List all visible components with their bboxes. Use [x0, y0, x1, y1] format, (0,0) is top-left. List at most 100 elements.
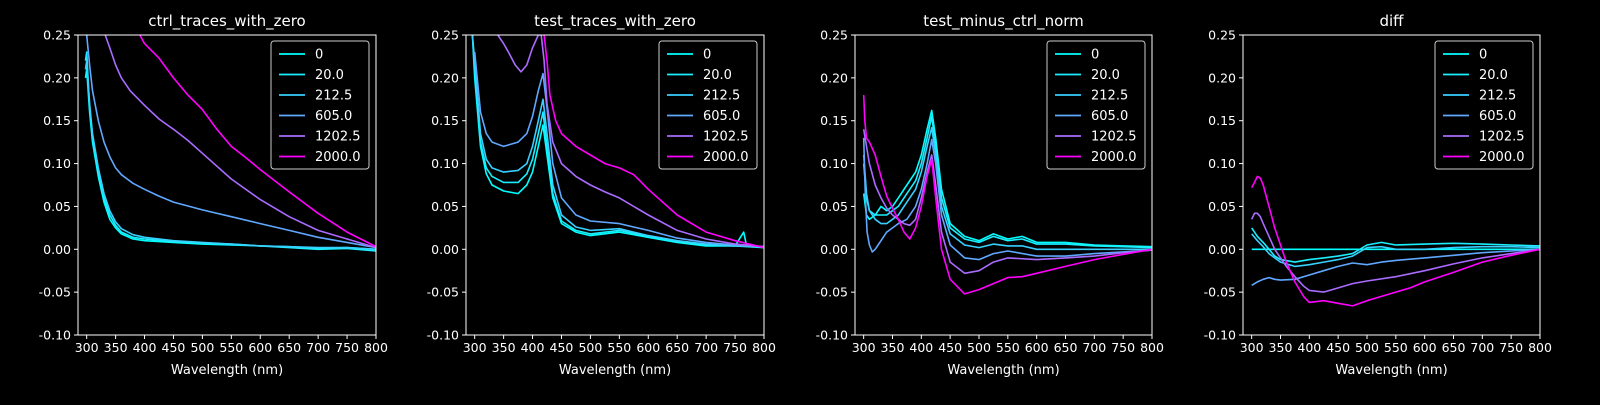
x-tick-label: 600 — [636, 340, 660, 355]
axes-frame — [854, 34, 1153, 336]
chart-title: test_minus_ctrl_norm — [923, 12, 1084, 31]
y-tick-label: -0.05 — [39, 285, 71, 300]
x-tick-label: 450 — [162, 340, 186, 355]
y-tick-label: 0.25 — [431, 28, 459, 43]
series-line-1202.5 — [497, 35, 764, 248]
series-line-212.5 — [84, 59, 376, 251]
x-tick-label: 800 — [1528, 340, 1552, 355]
x-tick-label: 500 — [1355, 340, 1379, 355]
y-tick-label: -0.10 — [816, 328, 848, 343]
y-tick-label: 0.15 — [43, 113, 71, 128]
legend-label: 605.0 — [1091, 109, 1128, 124]
legend-label: 1202.5 — [315, 130, 361, 145]
x-tick-label: 400 — [521, 340, 545, 355]
legend-box — [1434, 40, 1534, 170]
legend-box — [1046, 40, 1146, 170]
x-tick-label: 450 — [550, 340, 574, 355]
x-tick-label: 700 — [1470, 340, 1494, 355]
legend-label: 212.5 — [1091, 89, 1128, 104]
x-axis-label: Wavelength (nm) — [947, 363, 1059, 378]
series-group — [1250, 175, 1540, 307]
series-line-212.5 — [1251, 233, 1540, 268]
legend: 0 20.0 212.5 605.0 1202.5 2000.0 — [1434, 40, 1534, 170]
series-line-605.0 — [85, 35, 376, 249]
series-line-1202.5 — [104, 35, 376, 249]
x-tick-label: 650 — [1442, 340, 1466, 355]
y-tick-label: 0.00 — [820, 242, 848, 257]
series-line-605.0 — [862, 137, 1152, 261]
x-tick-label: 800 — [752, 340, 776, 355]
y-tick-label: 0.00 — [431, 242, 459, 257]
series-group — [862, 94, 1152, 295]
y-tick-label: 0.20 — [431, 70, 459, 85]
legend: 0 20.0 212.5 605.0 1202.5 2000.0 — [1046, 40, 1146, 170]
legend-label: 20.0 — [703, 68, 732, 83]
x-tick-label: 550 — [219, 340, 243, 355]
x-tick-label: 350 — [881, 340, 905, 355]
series-line-2000.0 — [139, 35, 376, 248]
x-axis-label: Wavelength (nm) — [559, 363, 671, 378]
legend-label: 1202.5 — [1091, 130, 1137, 145]
x-tick-label: 300 — [463, 340, 487, 355]
y-tick-label: 0.20 — [820, 70, 848, 85]
x-tick-label: 350 — [104, 340, 128, 355]
legend-label: 2000.0 — [1091, 150, 1137, 165]
legend: 0 20.0 212.5 605.0 1202.5 2000.0 — [270, 40, 370, 170]
chart-panel-2: 300 350 400 450 500 550 600 650 700 750 800 -0.10 -0… — [427, 12, 776, 378]
series-line-212.5 — [471, 35, 764, 248]
x-tick-label: 650 — [1054, 340, 1078, 355]
legend-label: 212.5 — [1479, 89, 1516, 104]
y-tick-label: -0.10 — [427, 328, 459, 343]
legend-label: 2000.0 — [315, 150, 361, 165]
legend-box — [658, 40, 758, 170]
series-line-1202.5 — [862, 129, 1152, 275]
legend-label: 212.5 — [315, 89, 352, 104]
x-tick-label: 700 — [306, 340, 330, 355]
y-tick-label: 0.20 — [43, 70, 71, 85]
y-tick-label: 0.25 — [1208, 28, 1236, 43]
y-tick-label: 0.05 — [1208, 199, 1236, 214]
axes-frame — [465, 34, 765, 336]
y-tick-label: -0.05 — [427, 285, 459, 300]
x-tick-label: 550 — [1384, 340, 1408, 355]
x-tick-label: 550 — [607, 340, 631, 355]
legend-label: 0 — [1091, 48, 1099, 63]
x-tick-label: 650 — [665, 340, 689, 355]
legend-label: 20.0 — [1091, 68, 1120, 83]
x-tick-label: 600 — [248, 340, 272, 355]
x-tick-label: 500 — [578, 340, 602, 355]
x-tick-label: 700 — [1082, 340, 1106, 355]
y-tick-label: 0.00 — [43, 242, 71, 257]
y-tick-label: 0.05 — [431, 199, 459, 214]
series-line-20.0 — [1251, 227, 1540, 263]
x-tick-label: 300 — [852, 340, 876, 355]
axes-frame — [1242, 34, 1541, 336]
x-tick-label: 650 — [277, 340, 301, 355]
y-tick-label: 0.25 — [43, 28, 71, 43]
legend-label: 2000.0 — [703, 150, 749, 165]
y-tick-label: 0.15 — [820, 113, 848, 128]
y-tick-label: 0.25 — [820, 28, 848, 43]
y-tick-label: -0.05 — [816, 285, 848, 300]
chart-title: diff — [1379, 12, 1404, 30]
chart-panel-1: 300 350 400 450 500 550 600 650 700 750 800 -0.10 -0… — [39, 12, 388, 378]
y-tick-label: -0.05 — [1204, 285, 1236, 300]
x-tick-label: 750 — [1111, 340, 1135, 355]
x-tick-label: 450 — [938, 340, 962, 355]
x-tick-label: 450 — [1326, 340, 1350, 355]
y-tick-label: 0.20 — [1208, 70, 1236, 85]
legend-label: 605.0 — [703, 109, 740, 124]
y-tick-label: 0.10 — [43, 156, 71, 171]
legend-label: 1202.5 — [703, 130, 749, 145]
x-tick-label: 400 — [1297, 340, 1321, 355]
x-tick-label: 600 — [1413, 340, 1437, 355]
x-tick-label: 500 — [190, 340, 214, 355]
series-line-1202.5 — [1250, 212, 1540, 293]
y-tick-label: 0.15 — [431, 113, 459, 128]
legend-label: 20.0 — [1479, 68, 1508, 83]
x-tick-label: 350 — [1269, 340, 1293, 355]
legend-label: 605.0 — [1479, 109, 1516, 124]
series-line-2000.0 — [543, 35, 764, 249]
y-tick-label: -0.10 — [1204, 328, 1236, 343]
